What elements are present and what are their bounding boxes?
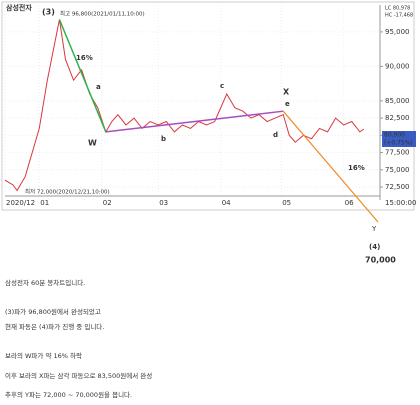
annotation: X <box>283 88 290 97</box>
chart-title: 삼성전자 <box>6 3 32 12</box>
wave-line <box>282 110 379 223</box>
annotation: (4) <box>369 243 380 251</box>
chart: 삼성전자 95,00090,00085,00082,50080,00077,50… <box>1 1 416 265</box>
y-tick-label: 72,500 <box>385 183 410 191</box>
y-tick-label: 75,000 <box>385 166 410 174</box>
annotation: e <box>285 100 290 108</box>
x-tick-label: 02 <box>103 199 112 207</box>
paragraph: 현재 파동은 (4)파가 진행 중 입니다. <box>5 323 105 331</box>
x-tick-label: 04 <box>222 199 231 207</box>
paragraph: 삼성전자 60분 봉차트입니다. <box>5 279 86 287</box>
annotation: b <box>161 135 166 143</box>
x-tick-label: 05 <box>282 199 291 207</box>
legend-entry: HC -17,468 <box>385 13 413 19</box>
annotation: a <box>96 83 101 91</box>
price-box <box>382 131 416 147</box>
y-tick-label: 77,500 <box>385 149 410 157</box>
paragraph: (3)파가 96,800원에서 완성되었고 <box>5 308 101 316</box>
paragraph: 이후 보라의 X파는 삼각 파동으로 83,500원에서 완성 <box>5 372 153 380</box>
time-label: 15:00:00 <box>385 199 416 207</box>
y-tick-label: 82,500 <box>385 114 410 122</box>
y-tick-label: 85,000 <box>385 97 410 105</box>
y-tick-label: 95,000 <box>385 28 410 36</box>
annotation: d <box>273 131 278 139</box>
annotation: W <box>88 139 97 148</box>
annotation: Y <box>371 225 377 233</box>
legend-entry: LC 80,978 <box>385 6 410 12</box>
y-tick-label: 90,000 <box>385 62 410 70</box>
annotation: c <box>220 82 224 90</box>
x-tick-label: 06 <box>345 199 354 207</box>
high-label: 최고 96,800(2021/01/11,10:00) <box>60 10 145 18</box>
annotation: 16% <box>76 54 93 62</box>
x-tick-label: 2020/12 <box>6 199 35 207</box>
annotation: 16% <box>348 164 365 172</box>
current-change: (+0.75%) <box>384 140 413 147</box>
paragraph: 추후의 Y파는 72,000 ~ 70,000원을 봅니다. <box>5 391 133 399</box>
price-line <box>4 19 365 192</box>
low-label: 최저 72,000(2020/12/21,10:00) <box>25 188 110 196</box>
paragraph: 보라의 W파가 약 16% 하락 <box>5 352 82 360</box>
x-tick-label: 03 <box>159 199 168 207</box>
wave-line <box>105 110 284 133</box>
wave-line <box>58 19 107 133</box>
annotation: (3) <box>42 8 55 17</box>
frame <box>1 1 415 211</box>
current-price: 80,900 <box>384 132 405 139</box>
x-tick-label: 01 <box>40 199 49 207</box>
annotation: 70,000 <box>365 256 396 265</box>
